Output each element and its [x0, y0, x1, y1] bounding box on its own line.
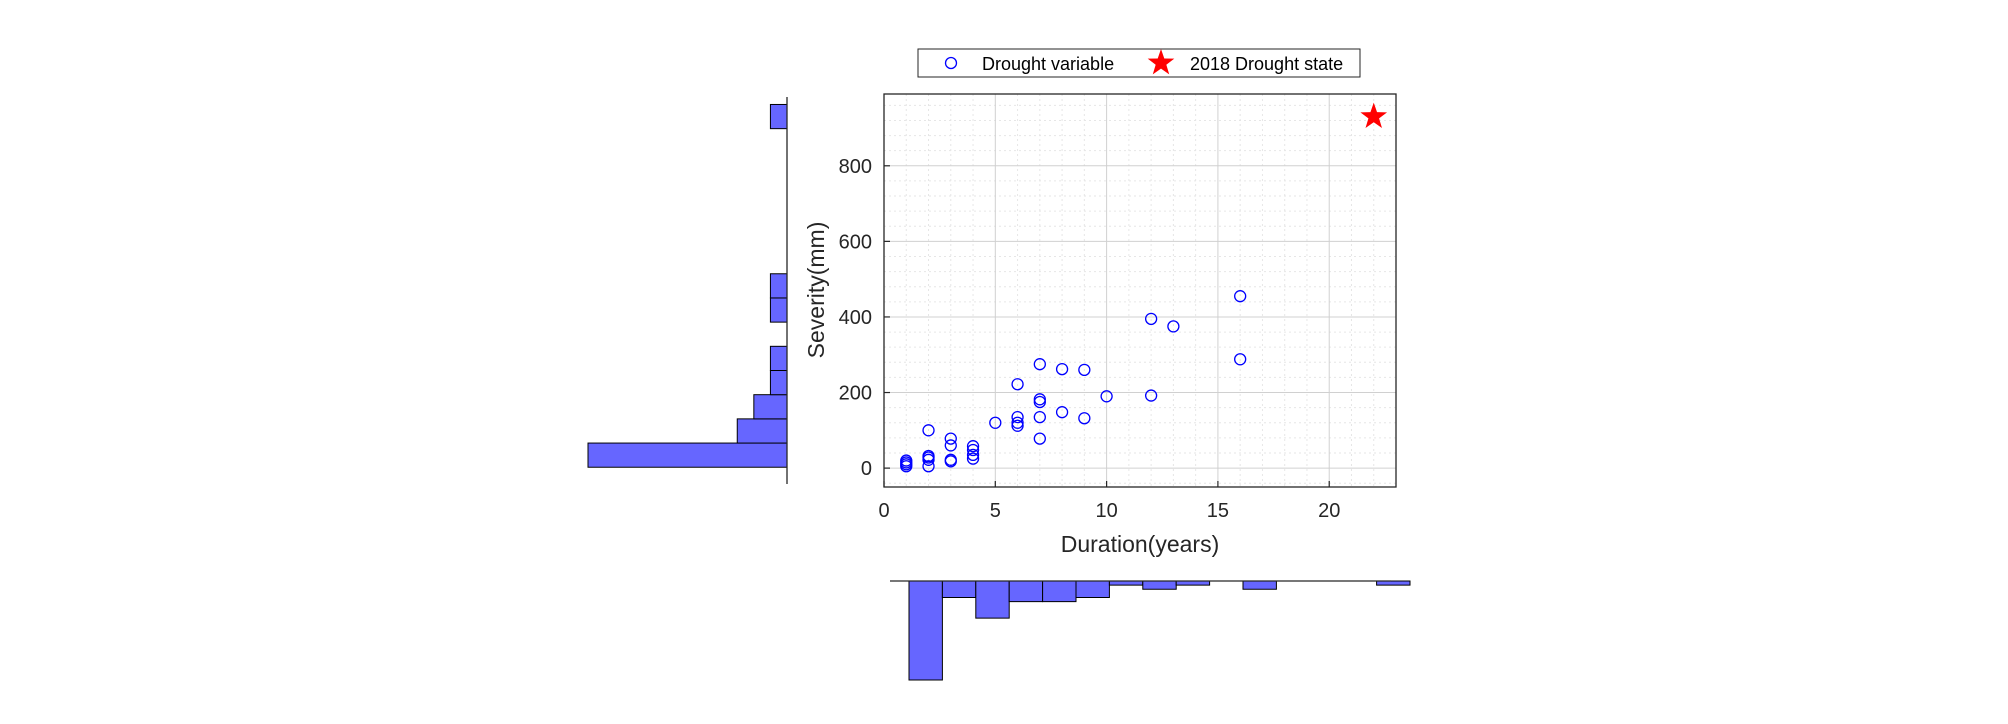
x-tick-label: 20	[1318, 500, 1340, 522]
plot-area	[884, 94, 1396, 487]
data-point	[1011, 419, 1024, 432]
duration-histogram-bar	[1376, 580, 1411, 586]
duration-histogram-bar	[941, 580, 977, 598]
data-point	[922, 449, 935, 463]
y-tick-label: 200	[839, 383, 872, 405]
data-point	[944, 439, 957, 452]
legend-box	[917, 48, 1361, 78]
scatter-points	[900, 102, 1388, 473]
legend-star-marker	[1147, 49, 1175, 75]
data-point	[922, 460, 935, 473]
data-point	[900, 454, 913, 467]
data-point	[1078, 363, 1091, 377]
data-point	[1055, 362, 1069, 376]
duration-histogram-bar	[975, 580, 1010, 619]
duration-histogram-bar	[1008, 580, 1044, 603]
data-point	[1011, 410, 1024, 424]
severity-histogram-bar	[769, 370, 788, 396]
duration-histogram-bar	[1242, 580, 1277, 590]
y-axis-label: Severity(mm)	[803, 222, 829, 359]
legend-label-2018-drought-state: 2018 Drought state	[1190, 54, 1343, 74]
severity-histogram	[587, 97, 788, 484]
severity-histogram-bar	[769, 103, 788, 130]
drought-2018-star	[1360, 102, 1388, 128]
duration-histogram-bar	[908, 580, 943, 681]
x-tick-label: 5	[990, 500, 1001, 522]
plot-frame	[883, 93, 1397, 488]
data-point	[989, 416, 1002, 429]
x-axis-label: Duration(years)	[1061, 531, 1220, 557]
y-tick-label: 600	[839, 231, 872, 253]
legend-label-drought-variable: Drought variable	[982, 54, 1114, 74]
y-axis-ticks: 0 200 400 600 800	[839, 156, 890, 480]
minor-grid	[884, 94, 1396, 487]
severity-histogram-bar	[769, 345, 788, 372]
severity-histogram-bar	[769, 273, 788, 299]
legend-circle-marker	[944, 56, 958, 70]
x-axis-ticks: 0 5 10 15 20	[878, 481, 1340, 522]
data-point	[1055, 406, 1069, 419]
x-tick-label: 0	[878, 500, 889, 522]
data-point	[966, 452, 980, 465]
data-point	[1033, 393, 1046, 406]
data-point	[1100, 390, 1113, 403]
data-point	[1234, 290, 1247, 303]
data-point	[944, 453, 957, 466]
x-tick-label: 15	[1207, 500, 1229, 522]
y-tick-label: 800	[839, 156, 872, 178]
severity-histogram-bar	[769, 297, 788, 323]
data-point	[966, 448, 980, 462]
severity-histogram-bar	[753, 394, 788, 420]
legend: Drought variable 2018 Drought state	[917, 48, 1361, 78]
data-point	[1144, 389, 1158, 402]
data-point	[922, 424, 935, 437]
data-point	[1033, 410, 1046, 424]
y-tick-label: 0	[861, 458, 872, 480]
severity-histogram-bar	[736, 418, 788, 444]
data-point	[1078, 412, 1091, 425]
duration-histogram-bars	[908, 580, 1411, 681]
duration-histogram-bar	[1042, 580, 1077, 603]
data-point	[1167, 320, 1180, 333]
data-point	[944, 432, 957, 445]
scatter-axes: 0 5 10 15 20 0 200 400 600 800 Duration(years) S…	[803, 93, 1397, 557]
data-point	[966, 443, 980, 457]
data-point	[966, 440, 980, 453]
data-point	[1234, 353, 1247, 366]
data-point	[1144, 312, 1158, 325]
duration-histogram-bar	[1075, 580, 1110, 598]
duration-histogram-bar	[1142, 580, 1177, 590]
y-tick-label: 400	[839, 307, 872, 329]
data-point	[1033, 358, 1046, 371]
data-point	[1011, 378, 1024, 391]
duration-histogram	[890, 580, 1411, 681]
data-point	[1011, 416, 1024, 429]
x-tick-label: 10	[1095, 500, 1117, 522]
data-point	[1033, 432, 1046, 445]
severity-histogram-bar	[587, 442, 788, 468]
